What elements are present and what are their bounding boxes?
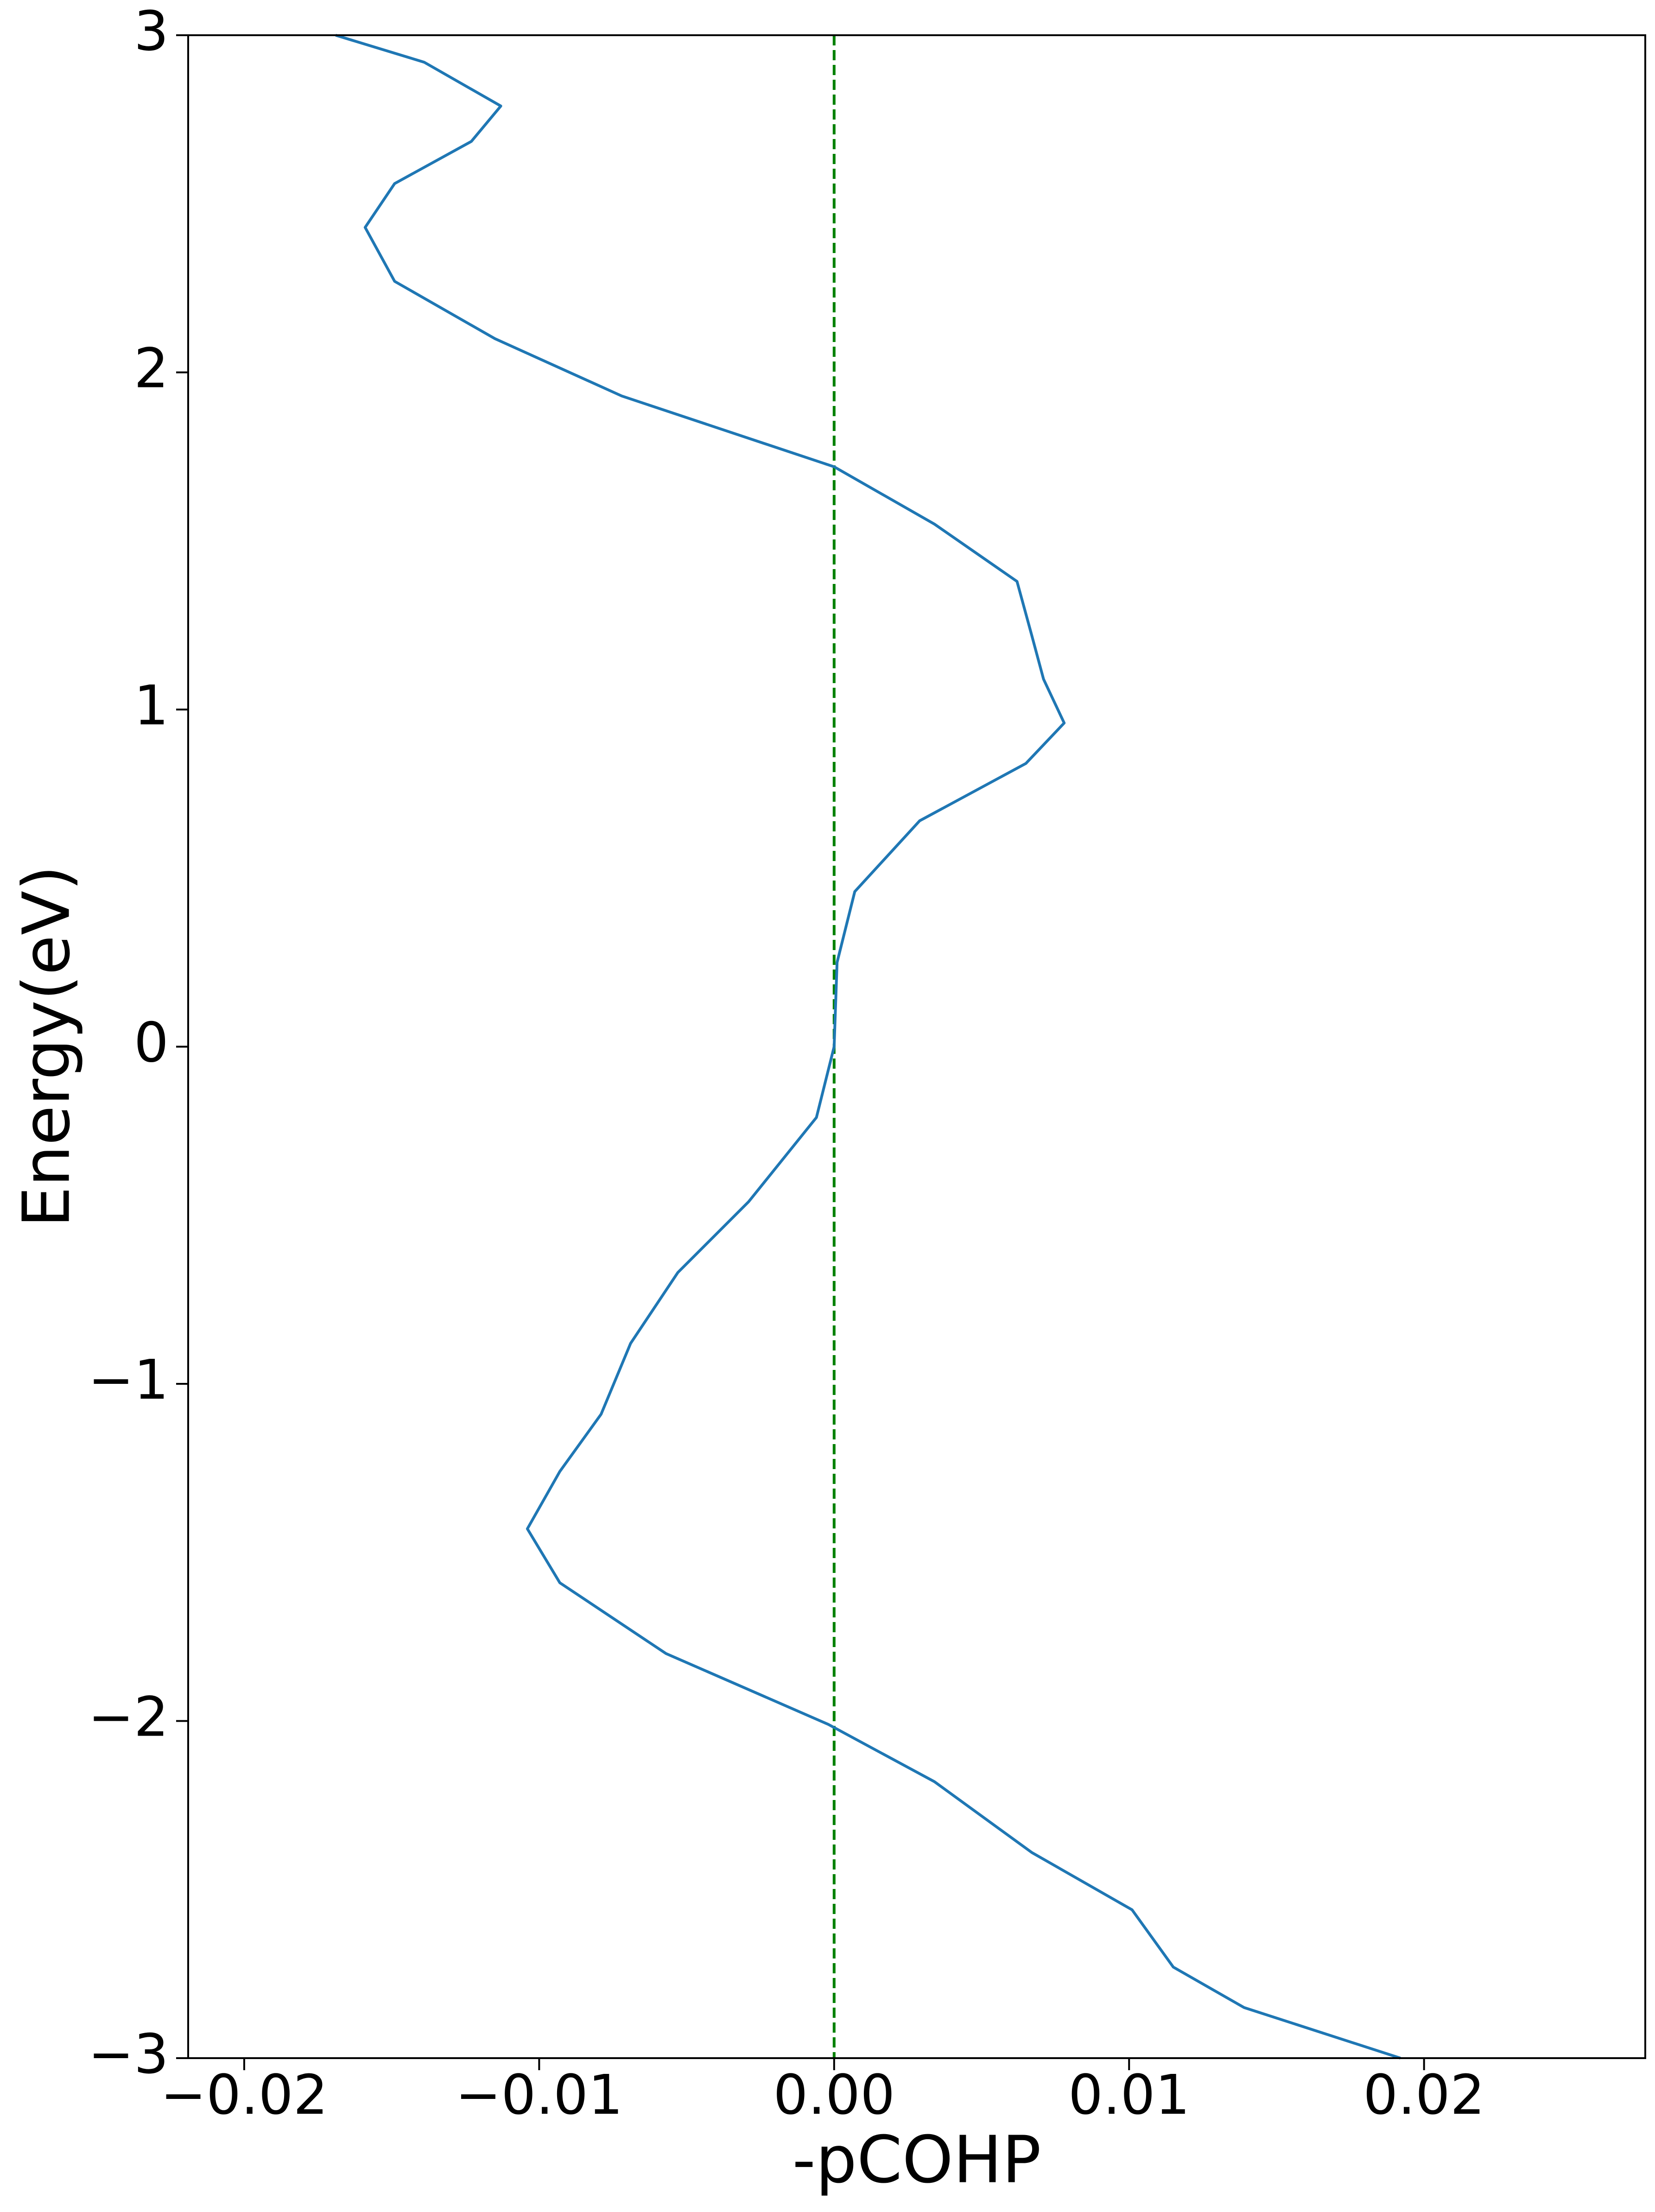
x-tick-label: −0.01	[456, 2063, 623, 2127]
line	[335, 34, 1401, 2060]
y-axis-label: Energy(eV)	[9, 865, 85, 1227]
y-tick-label: 3	[134, 0, 169, 63]
y-tick-label: −1	[88, 1348, 169, 1412]
y-tick-label: −3	[88, 2022, 169, 2086]
x-axis-label: -pCOHP	[792, 2123, 1041, 2198]
y-tick-label: 1	[134, 673, 169, 737]
x-tick-label: 0.00	[773, 2063, 895, 2127]
y-tick-label: 0	[134, 1011, 169, 1075]
y-tick-label: −2	[88, 1685, 169, 1749]
plot-frame	[187, 34, 1646, 2059]
y-tick-label: 2	[134, 336, 169, 400]
x-tick-label: 0.02	[1363, 2063, 1485, 2127]
x-tick-label: 0.01	[1068, 2063, 1190, 2127]
x-tick-label: −0.02	[160, 2063, 328, 2127]
